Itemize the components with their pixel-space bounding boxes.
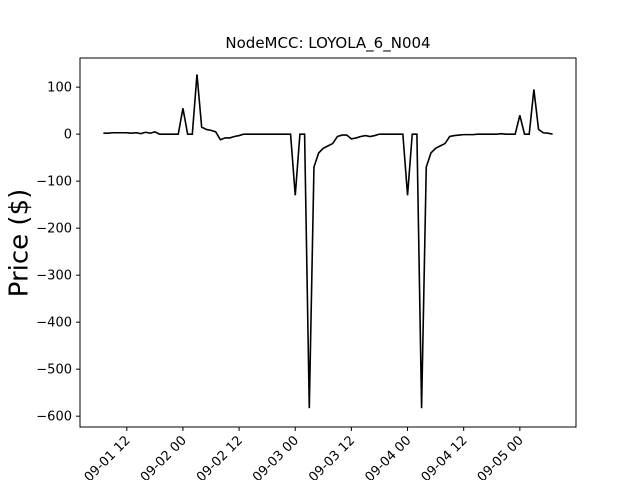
y-tick-label: −100 xyxy=(36,175,72,190)
y-tick-label: −400 xyxy=(36,316,72,331)
y-tick-label: −300 xyxy=(36,269,72,284)
x-tick-label: 09-02 00 xyxy=(138,433,190,480)
y-tick-label: −200 xyxy=(36,222,72,237)
x-tick-label: 09-05 00 xyxy=(475,433,527,480)
y-tick-label: 100 xyxy=(47,81,72,96)
x-tick-label: 09-02 12 xyxy=(194,433,246,480)
x-tick-label: 09-03 00 xyxy=(250,433,302,480)
plot-frame xyxy=(79,57,577,428)
x-tick-label: 09-03 12 xyxy=(306,433,358,480)
y-tick-label: −600 xyxy=(36,410,72,425)
y-axis-label: Price ($) xyxy=(5,189,35,298)
chart-title: NodeMCC: LOYOLA_6_N004 xyxy=(225,34,430,53)
x-tick-label: 09-01 12 xyxy=(82,433,134,480)
series-line xyxy=(103,74,553,409)
y-tick-label: 0 xyxy=(64,128,72,143)
x-tick-label: 09-04 00 xyxy=(362,433,414,480)
y-tick-label: −500 xyxy=(36,363,72,378)
x-tick-label: 09-04 12 xyxy=(419,433,471,480)
